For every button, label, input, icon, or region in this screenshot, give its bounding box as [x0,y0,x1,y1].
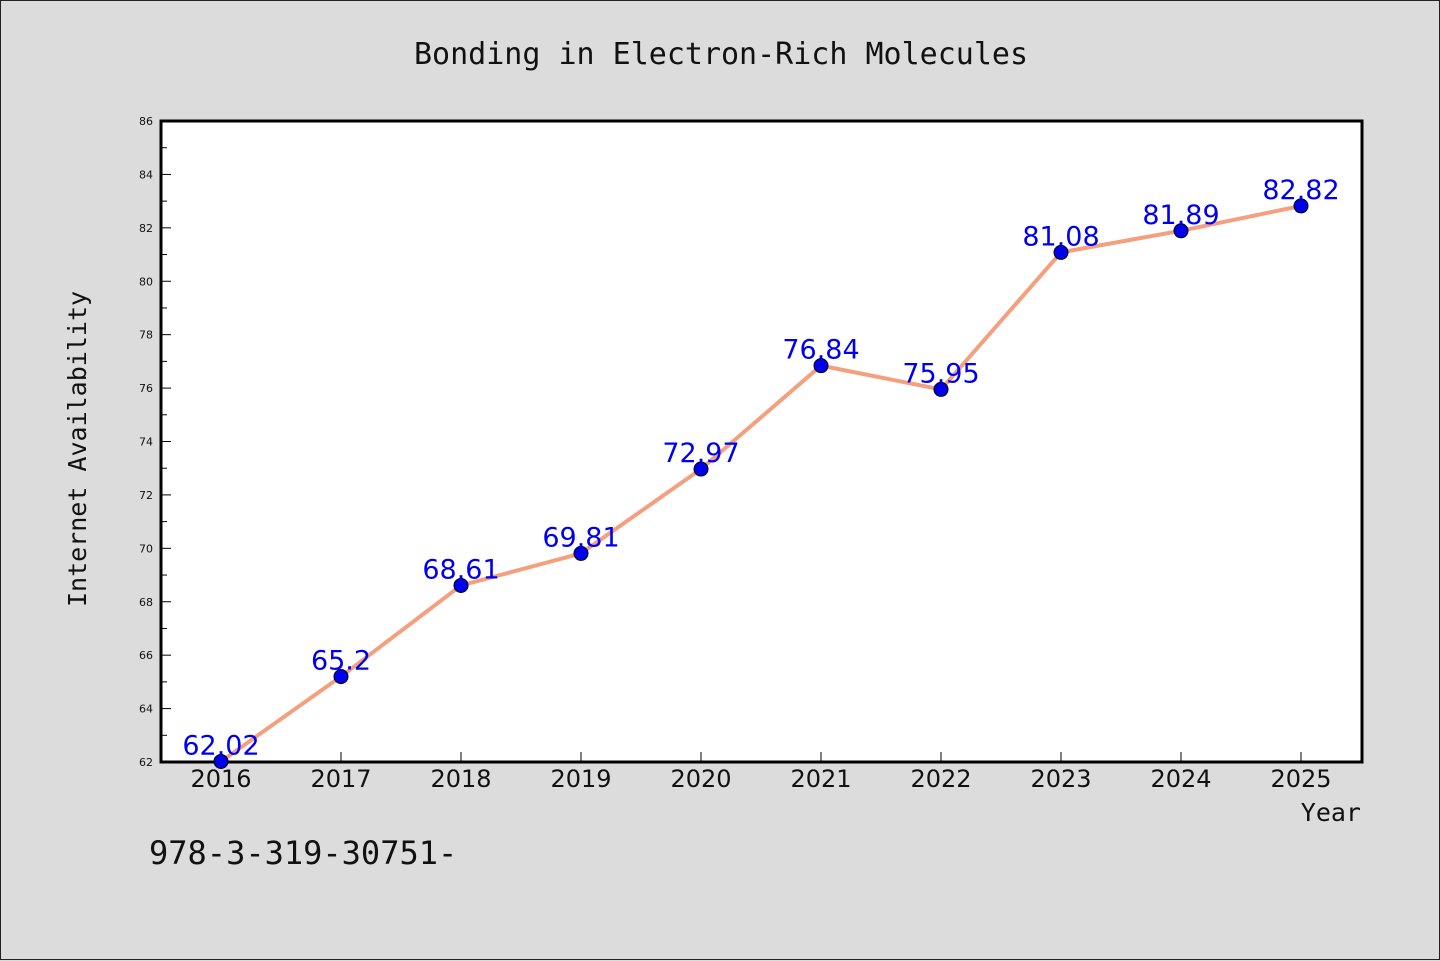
plot-area [159,119,1364,764]
y-tick-label: 80 [139,275,153,288]
x-tick-label: 2022 [910,765,971,793]
x-tick-label: 2021 [790,765,851,793]
y-tick-label: 78 [139,329,153,342]
y-tick-label: 84 [139,168,153,181]
y-tick-label: 82 [139,222,153,235]
x-tick-label: 2018 [430,765,491,793]
x-tick-label: 2023 [1030,765,1091,793]
data-label: 65.2 [311,646,371,677]
y-tick-label: 76 [139,382,153,395]
y-tick-label: 66 [139,649,153,662]
data-point [1293,198,1309,214]
y-tick-label: 70 [139,542,153,555]
data-label: 72.97 [662,438,739,469]
data-label: 76.84 [782,335,859,366]
isbn-text: 978-3-319-30751- [149,834,458,872]
y-tick-label: 86 [139,115,153,128]
data-point [213,753,229,769]
x-tick-label: 2025 [1270,765,1331,793]
data-label: 81.08 [1022,221,1099,252]
data-point [1053,244,1069,260]
x-tick-label: 2020 [670,765,731,793]
y-axis-label: Internet Availability [63,291,92,607]
data-point [453,577,469,593]
data-point [1173,223,1189,239]
y-tick-label: 64 [139,703,153,716]
x-tick-label: 2016 [190,765,251,793]
data-point [333,669,349,685]
series-markers [213,198,1309,769]
y-tick-label: 68 [139,596,153,609]
series-line [219,203,1302,764]
data-point [933,381,949,397]
x-axis: 2016 2017 2018 2019 2020 2021 2022 2023 2024 2025 [190,752,1332,793]
data-label: 81.89 [1142,200,1219,231]
y-tick-label: 62 [139,756,153,769]
x-tick-label: 2019 [550,765,611,793]
x-tick-label: 2017 [310,765,371,793]
data-label: 69.81 [542,522,619,553]
data-label: 75.95 [902,358,979,389]
data-point [573,545,589,561]
data-label: 82.82 [1262,175,1339,206]
y-tick-label: 72 [139,489,153,502]
chart-title: Bonding in Electron-Rich Molecules [414,37,1028,72]
x-axis-label: Year [1301,798,1361,827]
y-axis: 62 64 66 68 70 72 74 76 78 80 82 84 86 [139,115,171,769]
data-label: 68.61 [422,554,499,585]
data-point [813,358,829,374]
x-tick-label: 2024 [1150,765,1211,793]
y-tick-label: 74 [139,436,153,449]
data-labels: 62.02 65.2 68.61 69.81 72.97 76.84 75.95 81.08 8… [182,175,1339,762]
data-point [693,461,709,477]
data-label: 62.02 [182,730,259,761]
